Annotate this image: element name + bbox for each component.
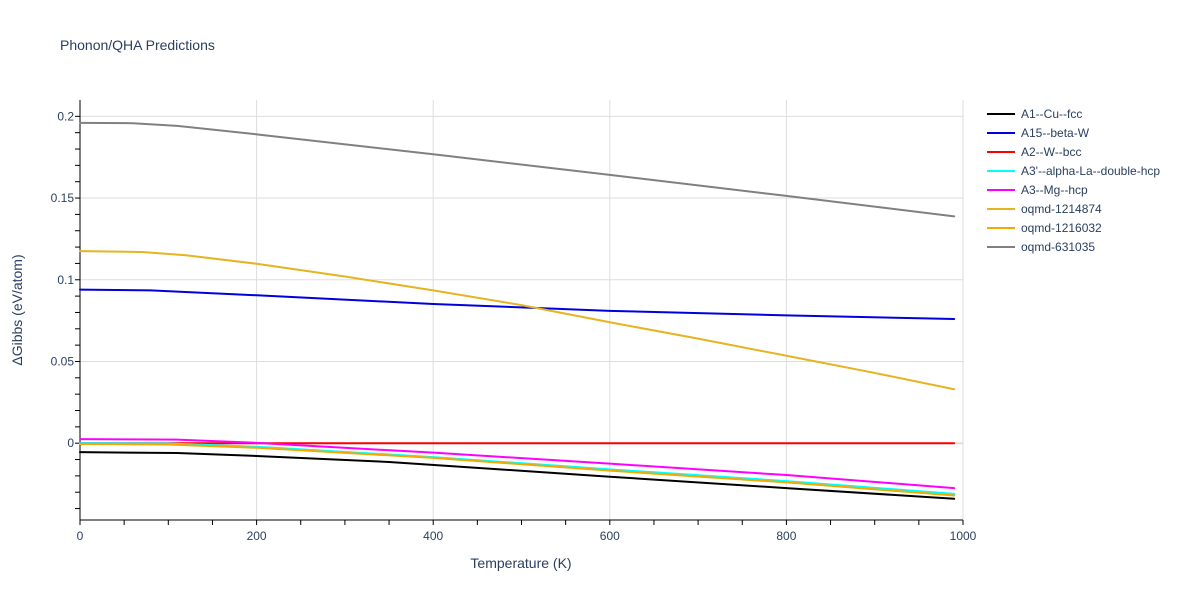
legend-item-5[interactable]: oqmd-1214874 xyxy=(987,202,1102,216)
series-line-1[interactable] xyxy=(79,288,956,320)
series-line-6[interactable] xyxy=(79,443,956,497)
legend-item-7[interactable]: oqmd-631035 xyxy=(987,240,1095,254)
legend-label: A15--beta-W xyxy=(1021,126,1090,140)
x-tick-label: 200 xyxy=(247,529,267,543)
legend-label: oqmd-1214874 xyxy=(1021,202,1102,216)
legend-item-3[interactable]: A3'--alpha-La--double-hcp xyxy=(987,164,1160,178)
x-tick-label: 800 xyxy=(776,529,796,543)
legend-label: oqmd-631035 xyxy=(1021,240,1095,254)
legend-label: A3'--alpha-La--double-hcp xyxy=(1021,164,1160,178)
series-line-7[interactable] xyxy=(79,121,956,218)
series-line-0[interactable] xyxy=(79,451,956,500)
x-tick-label: 600 xyxy=(600,529,620,543)
x-axis-title: Temperature (K) xyxy=(470,555,571,571)
series-layer xyxy=(79,121,956,500)
legend-label: A3--Mg--hcp xyxy=(1021,183,1088,197)
y-tick-label: 0 xyxy=(67,436,74,450)
x-tick-label: 0 xyxy=(77,529,84,543)
x-tick-label: 400 xyxy=(423,529,443,543)
legend-label: A2--W--bcc xyxy=(1021,145,1081,159)
legend-item-0[interactable]: A1--Cu--fcc xyxy=(987,107,1082,121)
legend-item-4[interactable]: A3--Mg--hcp xyxy=(987,183,1088,197)
y-axis-title: ΔGibbs (eV/atom) xyxy=(9,254,25,365)
chart-title: Phonon/QHA Predictions xyxy=(60,37,215,53)
series-line-5[interactable] xyxy=(79,250,956,391)
y-tick-label: 0.1 xyxy=(57,273,74,287)
legend-item-2[interactable]: A2--W--bcc xyxy=(987,145,1081,159)
y-tick-label: 0.05 xyxy=(51,354,75,368)
legend-label: A1--Cu--fcc xyxy=(1021,107,1082,121)
legend-label: oqmd-1216032 xyxy=(1021,221,1102,235)
legend-item-6[interactable]: oqmd-1216032 xyxy=(987,221,1102,235)
legend[interactable]: A1--Cu--fcc A15--beta-W A2--W--bcc A3'--alp… xyxy=(987,107,1160,254)
legend-item-1[interactable]: A15--beta-W xyxy=(987,126,1090,140)
x-tick-label: 1000 xyxy=(950,529,977,543)
tick-layer: 0 200 400 600 800 1000 0 0.05 0.1 0.15 0.2 xyxy=(51,109,977,543)
y-tick-label: 0.2 xyxy=(57,109,74,123)
series-line-4[interactable] xyxy=(79,438,956,490)
y-tick-label: 0.15 xyxy=(51,191,75,205)
